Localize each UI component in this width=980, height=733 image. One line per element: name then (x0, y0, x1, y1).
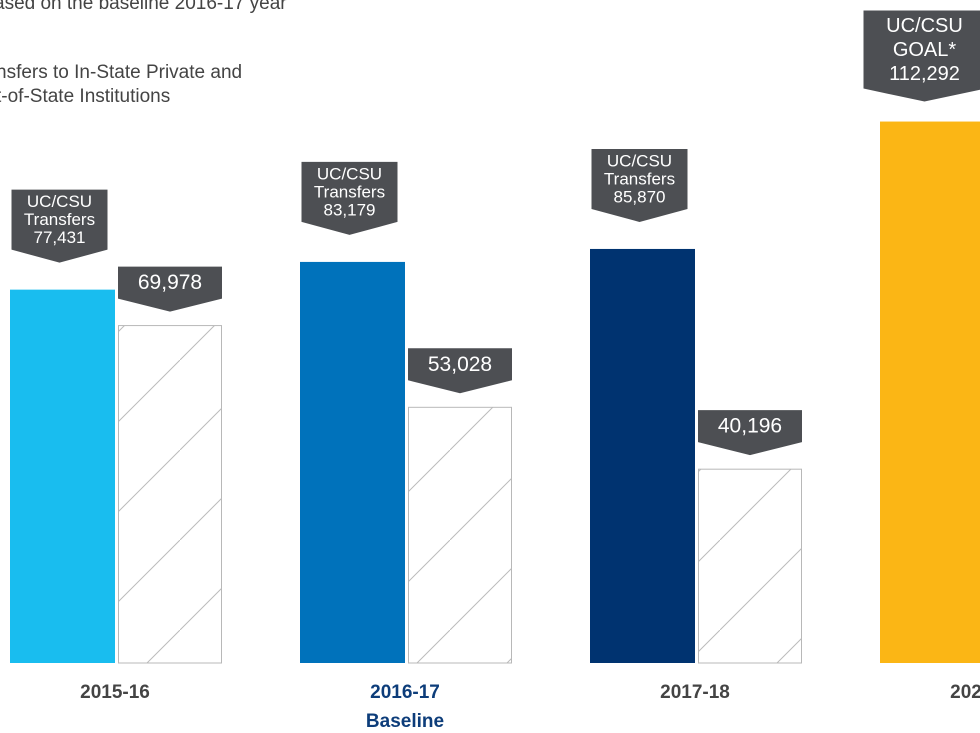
bar (698, 468, 802, 664)
data-label-title: UC/CSU (317, 164, 382, 183)
annotation: ased on the baseline 2016-17 year (0, 0, 287, 14)
bar (880, 121, 980, 663)
data-label: 77,431 (34, 228, 86, 247)
data-label-title: UC/CSU (886, 15, 963, 37)
callout (11, 189, 108, 263)
callout (863, 10, 980, 102)
legend-text: t-of-State Institutions (0, 86, 170, 107)
data-label-title: UC/CSU (27, 192, 92, 211)
data-label-title: Transfers (314, 182, 385, 201)
callout (591, 148, 688, 222)
bar (300, 261, 405, 663)
data-label-title: Transfers (24, 210, 95, 229)
bar (590, 248, 695, 663)
data-label: 40,196 (718, 415, 782, 438)
bar (118, 325, 222, 664)
legend-text: nsfers to In-State Private and (0, 62, 242, 83)
x-tick-label: 2016-17 (370, 682, 440, 703)
x-tick-sublabel: Baseline (366, 711, 444, 732)
data-label-title: GOAL* (893, 39, 957, 61)
x-tick-label: 2017-18 (660, 682, 730, 703)
bar (408, 406, 512, 664)
data-label: 83,179 (324, 200, 376, 219)
x-tick-label: 2021-22 (950, 682, 980, 703)
bar (10, 289, 115, 663)
x-tick-label: 2015-16 (80, 682, 150, 703)
callout (118, 266, 222, 312)
data-label: 53,028 (428, 353, 492, 376)
data-label: 112,292 (889, 63, 960, 85)
data-label-title: UC/CSU (607, 151, 672, 170)
callout (301, 161, 398, 235)
data-label-title: Transfers (604, 169, 675, 188)
callout (698, 410, 802, 456)
data-label: 69,978 (138, 271, 202, 294)
data-label: 85,870 (614, 187, 666, 206)
callout (408, 348, 512, 394)
